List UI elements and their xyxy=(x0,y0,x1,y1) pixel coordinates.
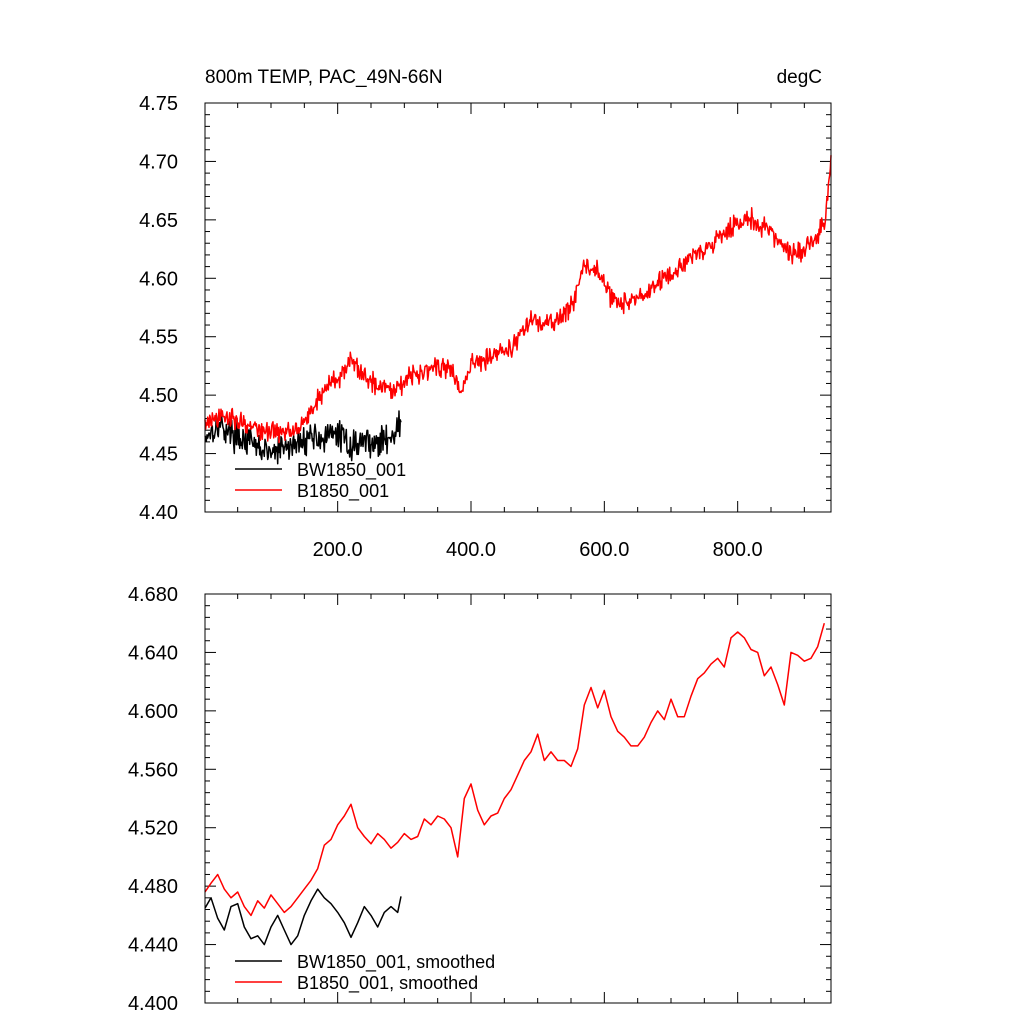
plot-frame xyxy=(204,102,832,513)
chart-title: 800m TEMP, PAC_49N-66N xyxy=(205,67,443,88)
top-panel: 800m TEMP, PAC_49N-66N degC 4.40 4.45 4.50… xyxy=(139,67,832,561)
y-tick-label: 4.50 xyxy=(139,385,178,407)
y-tick-label: 4.400 xyxy=(128,993,178,1015)
series-line-2 xyxy=(204,622,826,917)
y-axis-tick-labels: 4.400 4.440 4.480 4.520 4.560 4.600 4.640 4.680 xyxy=(128,584,178,1015)
y-tick-label: 4.640 xyxy=(128,642,178,664)
y-tick-label: 4.440 xyxy=(128,935,178,957)
y-tick-label: 4.520 xyxy=(128,818,178,840)
units-label: degC xyxy=(777,67,822,88)
legend-label: BW1850_001, smoothed xyxy=(297,952,495,973)
plot-frame xyxy=(204,593,832,1004)
x-axis-tick-labels: 200.0 400.0 600.0 800.0 xyxy=(313,539,763,561)
x-tick-label: 400.0 xyxy=(446,539,496,561)
y-tick-label: 4.680 xyxy=(128,584,178,606)
y-tick-label: 4.60 xyxy=(139,268,178,290)
axis-ticks xyxy=(205,593,831,1004)
bottom-panel: 4.400 4.440 4.480 4.520 4.560 4.600 4.640 4.680… xyxy=(128,584,832,1015)
y-tick-label: 4.40 xyxy=(139,502,178,524)
y-tick-label: 4.65 xyxy=(139,210,178,232)
x-tick-label: 600.0 xyxy=(579,539,629,561)
series-line-1 xyxy=(204,888,402,946)
legend-label: B1850_001, smoothed xyxy=(297,973,478,994)
y-tick-label: 4.560 xyxy=(128,759,178,781)
y-tick-label: 4.480 xyxy=(128,876,178,898)
y-tick-label: 4.600 xyxy=(128,701,178,723)
y-tick-label: 4.75 xyxy=(139,93,178,115)
x-tick-label: 200.0 xyxy=(313,539,363,561)
y-tick-label: 4.70 xyxy=(139,151,178,173)
y-axis-tick-labels: 4.40 4.45 4.50 4.55 4.60 4.65 4.70 4.75 xyxy=(139,93,178,524)
series-lines xyxy=(204,155,832,465)
legend-label: B1850_001 xyxy=(297,481,389,502)
series-line-2 xyxy=(204,155,832,444)
series-line-1 xyxy=(204,410,402,465)
x-tick-label: 800.0 xyxy=(713,539,763,561)
y-tick-label: 4.45 xyxy=(139,444,178,466)
legend-label: BW1850_001 xyxy=(297,460,406,481)
axis-ticks xyxy=(205,102,831,513)
series-lines xyxy=(204,622,826,946)
y-tick-label: 4.55 xyxy=(139,327,178,349)
